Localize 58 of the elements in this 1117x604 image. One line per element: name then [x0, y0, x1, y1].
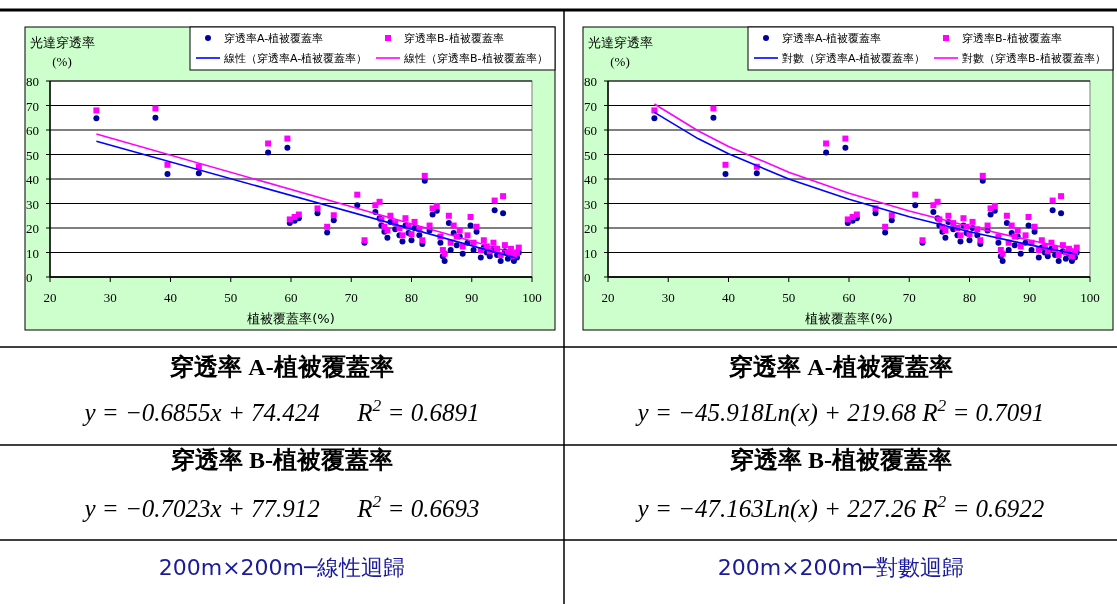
- y-tick-label: 60: [584, 123, 597, 138]
- y-tick-label: 70: [584, 98, 597, 114]
- legend-label: 對數（穿透率A-植被覆蓋率）: [782, 52, 926, 65]
- x-tick-label: 100: [1080, 290, 1100, 305]
- legend-label: 對數（穿透率B-植被覆蓋率）: [962, 52, 1106, 65]
- text: 穿透率 A-植被覆蓋率: [729, 354, 953, 380]
- x-tick-label: 50: [224, 290, 238, 305]
- x-tick-label: 20: [601, 290, 615, 305]
- y-tick-label: 20: [584, 221, 597, 236]
- x-tick-label: 80: [405, 290, 418, 305]
- y-tick-label: 40: [26, 172, 39, 187]
- text: 200m×200m─對數迴歸: [717, 555, 965, 580]
- x-tick-label: 100: [522, 290, 542, 305]
- legend-label: 線性（穿透率A-植被覆蓋率）: [223, 52, 368, 65]
- x-tick-label: 40: [722, 290, 735, 305]
- x-tick-label: 90: [465, 290, 479, 305]
- x-tick-label: 30: [661, 290, 675, 305]
- x-tick-label: 40: [164, 290, 177, 305]
- y-tick-label: 70: [26, 98, 39, 114]
- y-tick-label: 80: [584, 74, 597, 89]
- y-tick-label: 40: [584, 172, 597, 187]
- x-tick-label: 30: [103, 290, 117, 305]
- y-tick-label: 60: [26, 123, 39, 138]
- y-tick-label: 50: [26, 147, 39, 163]
- text: y = −45.918Ln(x) + 219.68 R$^{2}$ = 0.7091: [634, 395, 1045, 427]
- legend-label: 穿透率B-植被覆蓋率: [404, 32, 504, 45]
- y-tick-label: 0: [26, 270, 33, 285]
- x-tick-label: 90: [1023, 290, 1037, 305]
- text: y = −47.163Ln(x) + 227.26 R$^{2}$ = 0.6922: [634, 491, 1045, 523]
- y-tick-label: 10: [584, 245, 597, 261]
- text: 200m×200m─線性迴歸: [158, 555, 406, 580]
- text: 穿透率 B-植被覆蓋率: [171, 447, 393, 473]
- x-tick-label: 70: [902, 290, 916, 305]
- y-axis-title: 光達穿透率 (%): [30, 35, 95, 69]
- legend-label: 穿透率B-植被覆蓋率: [962, 32, 1062, 45]
- x-tick-label: 80: [963, 290, 976, 305]
- y-axis-title: 光達穿透率 (%): [588, 35, 653, 69]
- y-tick-label: 20: [26, 221, 39, 236]
- x-tick-label: 60: [284, 290, 298, 305]
- x-tick-label: 60: [842, 290, 856, 305]
- y-tick-label: 30: [584, 196, 597, 212]
- y-tick-label: 50: [584, 147, 597, 163]
- x-axis-title: 植被覆蓋率(%): [805, 311, 893, 326]
- legend-label: 線性（穿透率B-植被覆蓋率）: [403, 52, 548, 65]
- y-tick-label: 30: [26, 196, 39, 212]
- x-axis-title: 植被覆蓋率(%): [247, 311, 335, 326]
- y-tick-label: 10: [26, 245, 39, 261]
- y-tick-label: 0: [584, 270, 591, 285]
- text: 穿透率 A-植被覆蓋率: [170, 354, 394, 380]
- x-tick-label: 50: [782, 290, 796, 305]
- legend-label: 穿透率A-植被覆蓋率: [782, 32, 882, 45]
- y-tick-label: 80: [26, 74, 39, 89]
- text: 穿透率 B-植被覆蓋率: [730, 447, 952, 473]
- x-tick-label: 70: [344, 290, 358, 305]
- x-tick-label: 20: [43, 290, 57, 305]
- text: y = −0.7023x + 77.912 R$^{2}$ = 0.6693: [81, 491, 480, 522]
- legend-label: 穿透率A-植被覆蓋率: [224, 32, 324, 45]
- text: y = −0.6855x + 74.424 R$^{2}$ = 0.6891: [81, 395, 480, 426]
